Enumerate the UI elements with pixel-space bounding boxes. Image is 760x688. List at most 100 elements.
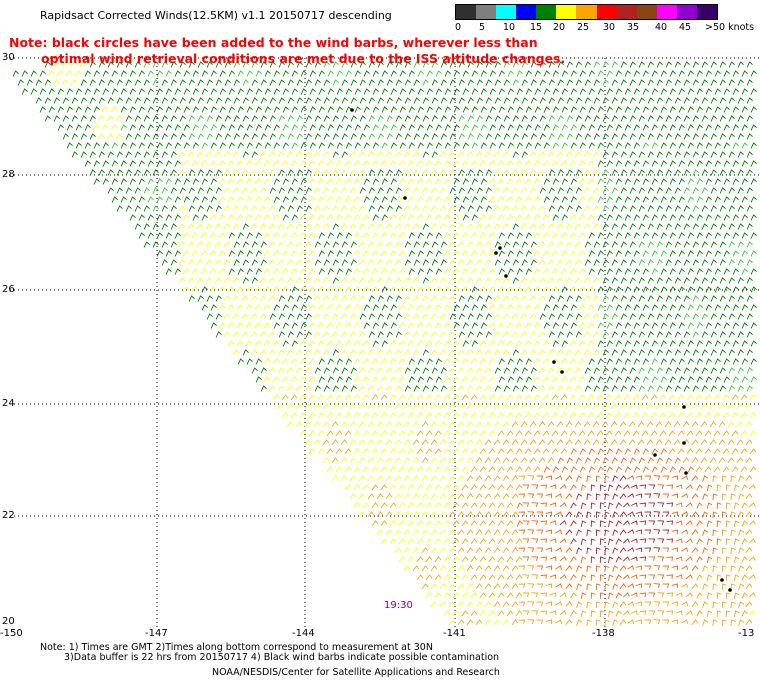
wind-barb: [161, 205, 168, 212]
wind-barb: [314, 79, 321, 86]
wind-barb: [354, 70, 361, 77]
wind-barb: [277, 349, 285, 356]
wind-barb: [362, 160, 370, 167]
wind-barb: [335, 394, 343, 401]
wind-barb: [421, 403, 429, 410]
wind-barb: [660, 106, 667, 113]
wind-barb: [197, 97, 204, 104]
wind-barb: [192, 196, 199, 203]
wind-barb: [511, 565, 519, 572]
wind-barb: [723, 196, 730, 203]
wind-barb: [750, 214, 757, 221]
wind-barb: [595, 619, 601, 627]
wind-barb: [251, 133, 258, 140]
wind-barb: [425, 466, 433, 473]
wind-barb: [732, 286, 739, 293]
wind-barb: [201, 142, 208, 149]
wind-barb: [443, 430, 451, 437]
wind-barb: [448, 331, 456, 338]
wind-barb: [602, 187, 609, 194]
wind-barb: [619, 583, 627, 590]
wind-barb: [422, 61, 429, 68]
wind-barb: [66, 124, 73, 131]
wind-barb: [480, 106, 487, 113]
wind-barb: [359, 79, 366, 86]
wind-barb: [719, 79, 726, 86]
wind-barb: [681, 529, 689, 534]
wind-barb: [403, 187, 411, 194]
wind-barb: [120, 88, 127, 95]
wind-barb: [561, 340, 568, 347]
wind-barb: [241, 187, 249, 194]
wind-barb: [435, 250, 442, 257]
wind-barb: [358, 241, 366, 248]
wind-barb: [704, 394, 712, 401]
wind-barb: [372, 88, 379, 95]
wind-barb: [622, 520, 630, 526]
wind-barb: [452, 448, 460, 455]
wind-barb: [548, 187, 555, 194]
wind-barb: [656, 367, 663, 374]
wind-barb: [228, 250, 235, 257]
wind-barb: [282, 340, 289, 347]
wind-barb: [439, 601, 447, 608]
wind-barb: [336, 142, 343, 149]
wind-barb: [44, 79, 51, 86]
wind-barb: [457, 457, 465, 464]
wind-barb: [358, 421, 366, 428]
wind-barb: [372, 124, 379, 131]
wind-barb: [314, 241, 321, 248]
wind-barb: [612, 511, 619, 518]
wind-barb: [749, 448, 757, 455]
wind-barb: [685, 574, 693, 580]
wind-barb: [412, 493, 420, 500]
wind-barb: [714, 304, 721, 311]
wind-barb: [191, 232, 199, 239]
wind-barb: [273, 106, 280, 113]
wind-barb: [593, 97, 600, 104]
wind-barb: [520, 313, 528, 320]
wind-barb: [619, 565, 627, 572]
wind-barb: [488, 484, 496, 491]
wind-barb: [147, 232, 154, 239]
wind-barb: [656, 295, 663, 302]
legend-labels: 0 5 10 15 20 25 30 35 40 45 >50 knots: [455, 20, 754, 34]
wind-barb: [629, 115, 636, 122]
wind-barb: [704, 448, 712, 455]
wind-barb: [188, 169, 195, 176]
wind-barb: [66, 142, 73, 149]
wind-barb: [484, 493, 492, 500]
wind-barb: [398, 160, 406, 167]
wind-barb: [223, 223, 231, 230]
wind-barb: [385, 421, 393, 428]
wind-barb: [394, 367, 402, 374]
wind-barb: [417, 376, 424, 383]
wind-barb: [111, 142, 118, 149]
wind-barb: [291, 106, 298, 113]
wind-barb: [93, 160, 100, 167]
wind-barb: [615, 304, 622, 311]
wind-barb: [308, 286, 316, 293]
wind-barb: [547, 457, 555, 464]
wind-barb: [700, 403, 708, 410]
wind-barb: [448, 601, 456, 608]
wind-barb: [389, 466, 397, 473]
wind-barb: [228, 88, 235, 95]
wind-barb: [710, 295, 717, 302]
wind-barb: [479, 448, 487, 455]
wind-barb: [444, 70, 451, 77]
wind-barb: [730, 547, 736, 555]
wind-barb: [638, 313, 645, 320]
wind-barb: [371, 502, 379, 509]
wind-barb: [738, 565, 745, 572]
wind-barb: [633, 106, 640, 113]
wind-barb: [497, 286, 505, 293]
wind-barb: [453, 142, 460, 149]
wind-barb: [725, 484, 731, 492]
wind-barb: [502, 547, 510, 554]
wind-barb: [380, 538, 388, 545]
wind-barb: [344, 196, 352, 203]
wind-barb: [606, 178, 613, 185]
wind-barb: [308, 430, 316, 437]
wind-barb: [467, 169, 474, 176]
